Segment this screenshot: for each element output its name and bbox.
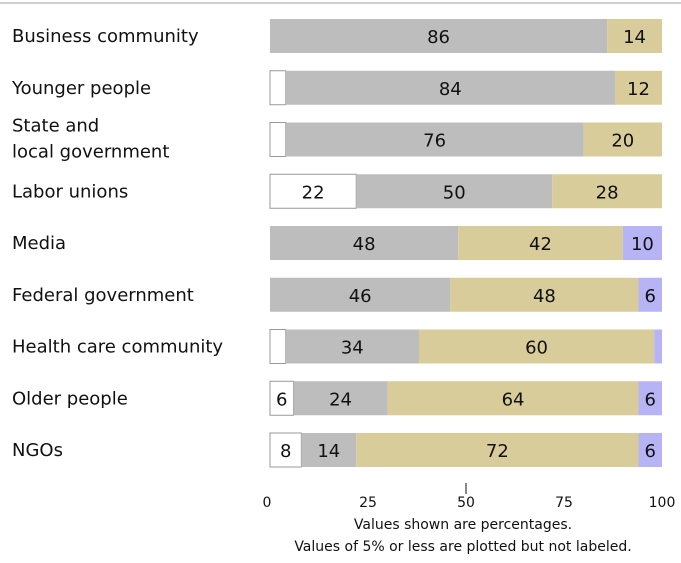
- bar-segment-federal-government-3: [638, 277, 662, 312]
- data-label-ngos-0: 8: [280, 441, 291, 462]
- x-tick-label-100: 100: [649, 495, 676, 511]
- data-label-ngos-2: 72: [486, 441, 509, 462]
- data-label-ngos-1: 14: [317, 441, 340, 462]
- data-label-health-care-community-2: 60: [525, 338, 548, 359]
- data-label-business-community-1: 86: [427, 27, 450, 48]
- category-label-federal-government: Federal government: [12, 285, 194, 306]
- bar-segment-older-people-2: [387, 381, 639, 416]
- footnote-small-values: Values of 5% or less are plotted but not…: [294, 539, 632, 555]
- x-tick-label-50: 50: [457, 495, 475, 511]
- data-label-federal-government-1: 46: [349, 286, 372, 307]
- bar-segment-ngos-0: [269, 432, 302, 468]
- category-label-labor-unions: Labor unions: [12, 181, 128, 202]
- category-label-younger-people: Younger people: [11, 78, 151, 99]
- data-label-state-and-local-government-1: 76: [423, 131, 446, 152]
- data-label-older-people-2: 64: [502, 389, 525, 410]
- bar-segment-ngos-3: [638, 433, 662, 467]
- x-tick-label-25: 25: [359, 495, 377, 511]
- bar-segment-state-and-local-government-1: [285, 122, 584, 157]
- data-label-federal-government-2: 48: [533, 286, 556, 307]
- bar-segment-older-people-3: [638, 381, 662, 416]
- bar-segment-older-people-1: [293, 381, 388, 416]
- bar-segment-media-1: [270, 226, 459, 260]
- data-label-older-people-0: 6: [276, 389, 287, 410]
- data-label-ngos-3: 6: [645, 441, 656, 462]
- bar-segment-state-and-local-government-0: [269, 122, 287, 157]
- category-label-state-and-local-government: State and local government: [12, 116, 169, 163]
- category-label-health-care-community: Health care community: [12, 337, 223, 358]
- bar-segment-business-community-2: [607, 19, 662, 53]
- x-tick-label-0: 0: [263, 495, 272, 511]
- bar-segment-health-care-community-0: [269, 329, 287, 364]
- bar-segment-labor-unions-1: [356, 174, 553, 209]
- bar-segment-younger-people-1: [285, 70, 615, 105]
- bar-segment-younger-people-2: [614, 70, 662, 105]
- data-label-federal-government-3: 6: [645, 286, 656, 307]
- bar-segment-younger-people-0: [269, 70, 287, 106]
- bar-segment-health-care-community-1: [285, 329, 419, 364]
- data-label-labor-unions-1: 50: [443, 182, 466, 203]
- footnote-percentages: Values shown are percentages.: [353, 517, 573, 533]
- category-label-older-people: Older people: [12, 388, 128, 409]
- top-rule: [0, 2, 681, 4]
- bar-segment-health-care-community-2: [418, 329, 655, 364]
- bar-segment-media-3: [622, 226, 662, 260]
- x-tick-label-75: 75: [555, 495, 573, 511]
- data-label-labor-unions-2: 28: [596, 182, 619, 203]
- bar-segment-federal-government-1: [270, 277, 451, 312]
- bar-segment-ngos-1: [301, 433, 357, 467]
- data-label-younger-people-2: 12: [627, 79, 650, 100]
- data-label-media-3: 10: [631, 234, 654, 255]
- data-label-older-people-1: 24: [329, 389, 352, 410]
- bar-segment-health-care-community-3: [654, 329, 662, 364]
- data-label-health-care-community-1: 34: [341, 338, 364, 359]
- bar-segment-state-and-local-government-2: [583, 122, 662, 157]
- category-label-media: Media: [12, 233, 66, 254]
- bar-segment-ngos-2: [356, 433, 639, 467]
- data-label-older-people-3: 6: [645, 389, 656, 410]
- data-label-business-community-2: 14: [623, 27, 646, 48]
- bar-segment-media-2: [458, 226, 623, 260]
- bar-segment-federal-government-2: [450, 277, 639, 312]
- category-label-business-community: Business community: [12, 26, 199, 47]
- data-label-media-1: 48: [353, 234, 376, 255]
- data-label-state-and-local-government-2: 20: [611, 131, 634, 152]
- data-label-labor-unions-0: 22: [302, 182, 325, 203]
- bar-segment-business-community-1: [270, 19, 608, 53]
- category-label-ngos: NGOs: [12, 440, 63, 461]
- data-label-media-2: 42: [529, 234, 552, 255]
- data-label-younger-people-1: 84: [439, 79, 462, 100]
- bar-segment-labor-unions-2: [552, 174, 662, 209]
